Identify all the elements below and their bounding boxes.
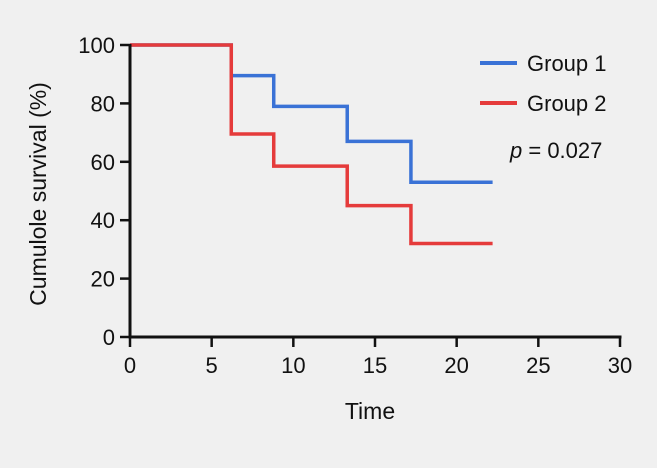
y-tick-label-0: 0 — [103, 325, 115, 350]
y-tick-label-40: 40 — [91, 208, 115, 233]
legend-label-2: Group 2 — [527, 91, 607, 116]
x-tick-label-10: 10 — [281, 353, 305, 378]
x-tick-label-20: 20 — [444, 353, 468, 378]
x-tick-label-0: 0 — [124, 353, 136, 378]
x-axis-title: Time — [345, 398, 395, 424]
x-tick-label-5: 5 — [206, 353, 218, 378]
y-tick-label-20: 20 — [91, 267, 115, 292]
y-axis-title: Cumulole survival (%) — [25, 82, 51, 306]
series-line-2 — [130, 43, 493, 246]
x-tick-label-30: 30 — [608, 353, 632, 378]
x-tick-label-15: 15 — [363, 353, 387, 378]
series-layer — [130, 43, 493, 246]
y-tick-label-100: 100 — [78, 33, 115, 58]
axis-layer: 0 5 10 15 20 25 30 0 20 40 60 80 100 Time Cumulole sur… — [25, 33, 632, 424]
y-tick-label-60: 60 — [91, 150, 115, 175]
p-value-symbol: p — [509, 138, 522, 163]
x-tick-label-25: 25 — [526, 353, 550, 378]
p-value-annotation: p = 0.027 — [509, 138, 602, 163]
p-value-text: = 0.027 — [522, 138, 602, 163]
y-tick-label-80: 80 — [91, 91, 115, 116]
legend: Group 1 Group 2 — [480, 51, 607, 116]
series-line-1 — [130, 43, 493, 184]
legend-label-1: Group 1 — [527, 51, 607, 76]
